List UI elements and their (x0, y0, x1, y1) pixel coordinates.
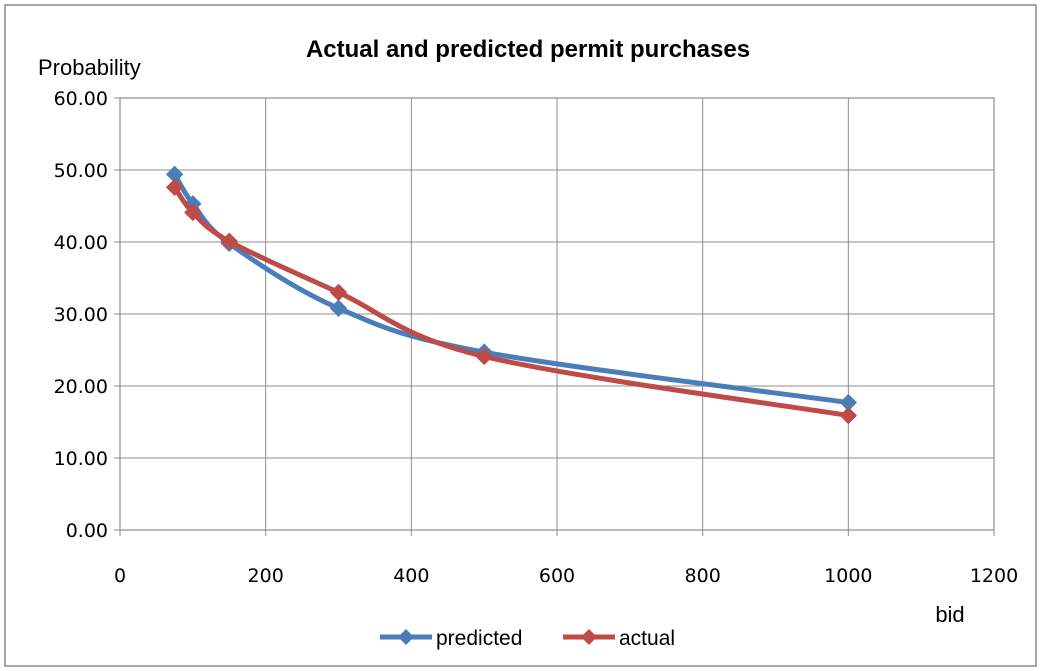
legend-item-actual: actual (563, 627, 675, 650)
y-tick-label: 20.00 (54, 376, 108, 398)
data-point-actual (475, 347, 493, 366)
x-tick-label: 0 (114, 565, 126, 587)
chart-border (4, 4, 1037, 667)
legend-label: actual (619, 627, 675, 650)
grid (114, 97, 995, 536)
tick-labels: 0.00 10.00 20.00 30.00 40.00 50.00 60.00 0 200 40… (54, 88, 1019, 587)
x-tick-label: 400 (393, 565, 429, 587)
legend-swatch-marker (398, 629, 414, 645)
data-point-actual (329, 283, 348, 302)
data-point-predicted (329, 299, 348, 317)
x-tick-label: 200 (248, 565, 284, 587)
y-tick-label: 60.00 (54, 88, 108, 110)
data-point-actual (184, 203, 202, 222)
series (165, 165, 858, 425)
chart-title: Actual and predicted permit purchases (306, 36, 750, 63)
y-tick-label: 50.00 (54, 160, 108, 182)
y-tick-label: 10.00 (54, 448, 108, 470)
x-tick-label: 1000 (824, 565, 872, 587)
legend-item-predicted: predicted (380, 627, 522, 650)
y-tick-label: 40.00 (54, 232, 108, 254)
data-point-actual (839, 406, 858, 425)
legend: predicted actual (380, 627, 675, 650)
y-tick-label: 0.00 (66, 520, 108, 542)
x-tick-label: 600 (539, 565, 575, 587)
y-axis-label: Probability (38, 55, 141, 80)
data-point-actual (220, 232, 238, 250)
x-tick-label: 800 (685, 565, 721, 587)
x-axis-label: bid (935, 602, 964, 627)
y-tick-label: 30.00 (54, 304, 108, 326)
data-point-actual (165, 178, 184, 196)
series-actual (165, 178, 858, 425)
legend-swatch-marker (581, 629, 597, 645)
x-tick-label: 1200 (970, 565, 1018, 587)
legend-label: predicted (436, 627, 522, 650)
